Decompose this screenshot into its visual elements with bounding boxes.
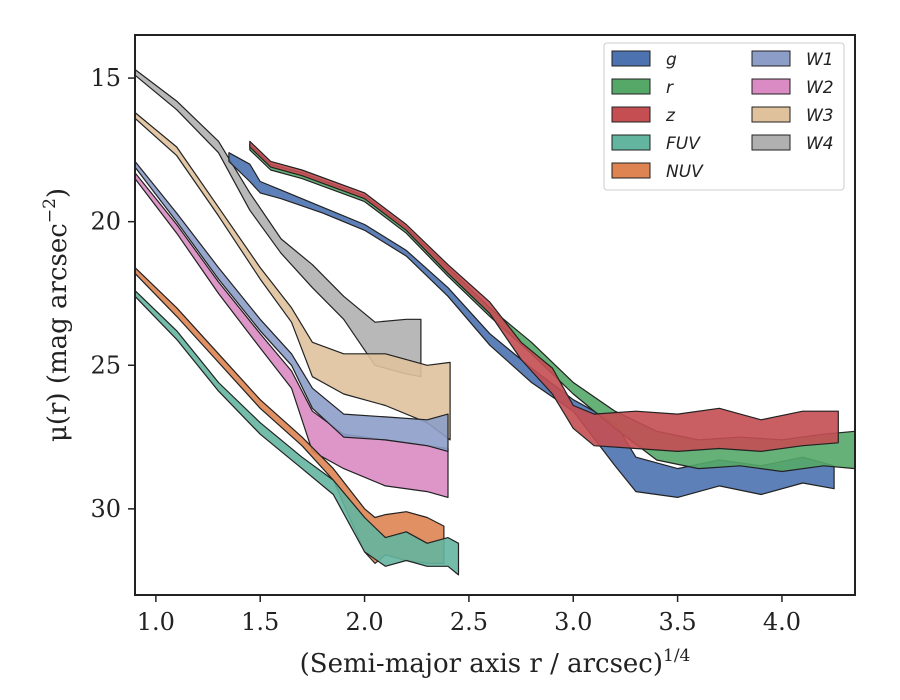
legend-label-nuv: NUV (666, 162, 704, 182)
legend-swatch-fuv (611, 134, 651, 151)
band-w3 (134, 111, 451, 441)
legend-label-w2: W2 (806, 78, 834, 98)
y-tick-label: 25 (90, 351, 121, 379)
y-axis-label: μ(r) (mag arcsec−2) (40, 188, 73, 442)
y-tick-label: 30 (90, 495, 121, 523)
legend-label-w4: W4 (806, 134, 834, 154)
legend-swatch-w3 (751, 106, 791, 123)
x-tick-label: 1.0 (137, 608, 175, 636)
axis-ticks: 1.0 1.5 2.0 2.5 3.0 3.5 4.0 15 20 25 30 (90, 64, 801, 636)
plot-frame (134, 34, 856, 596)
legend-label-fuv: FUV (666, 134, 701, 154)
legend-label-r: r (666, 78, 674, 98)
legend-label-z: z (665, 106, 676, 126)
x-tick-label: 2.5 (450, 608, 488, 636)
x-axis-label: (Semi-major axis r / arcsec)1/4 (300, 646, 691, 679)
x-tick-label: 1.5 (241, 608, 279, 636)
x-tick-label: 4.0 (763, 608, 801, 636)
x-axis-label-superscript: 1/4 (663, 646, 690, 666)
band-g (228, 152, 835, 498)
x-tick-label: 2.0 (345, 608, 383, 636)
legend-swatch-z (611, 106, 651, 123)
legend-swatch-g (611, 50, 651, 67)
legend: grz FUV NUV W1 W2 W3 W4 (603, 42, 845, 191)
y-axis-label-superscript: −2 (40, 198, 60, 223)
legend-swatch-w2 (751, 78, 791, 95)
y-tick-label: 15 (90, 64, 121, 92)
band-fuv (134, 290, 460, 576)
legend-label-g: g (666, 50, 677, 70)
legend-swatch-nuv (611, 162, 651, 179)
band-w2 (134, 172, 449, 498)
legend-swatch-r (611, 78, 651, 95)
x-tick-label: 3.5 (659, 608, 697, 636)
y-tick-label: 20 (90, 208, 121, 236)
legend-label-w1: W1 (806, 50, 834, 70)
band-w1 (134, 160, 449, 452)
legend-swatch-w1 (751, 50, 791, 67)
x-tick-label: 3.0 (554, 608, 592, 636)
band-z (249, 140, 839, 452)
y-axis-label-close: ) (43, 188, 73, 198)
legend-label-w3: W3 (806, 106, 834, 126)
legend-swatch-w4 (751, 134, 791, 151)
